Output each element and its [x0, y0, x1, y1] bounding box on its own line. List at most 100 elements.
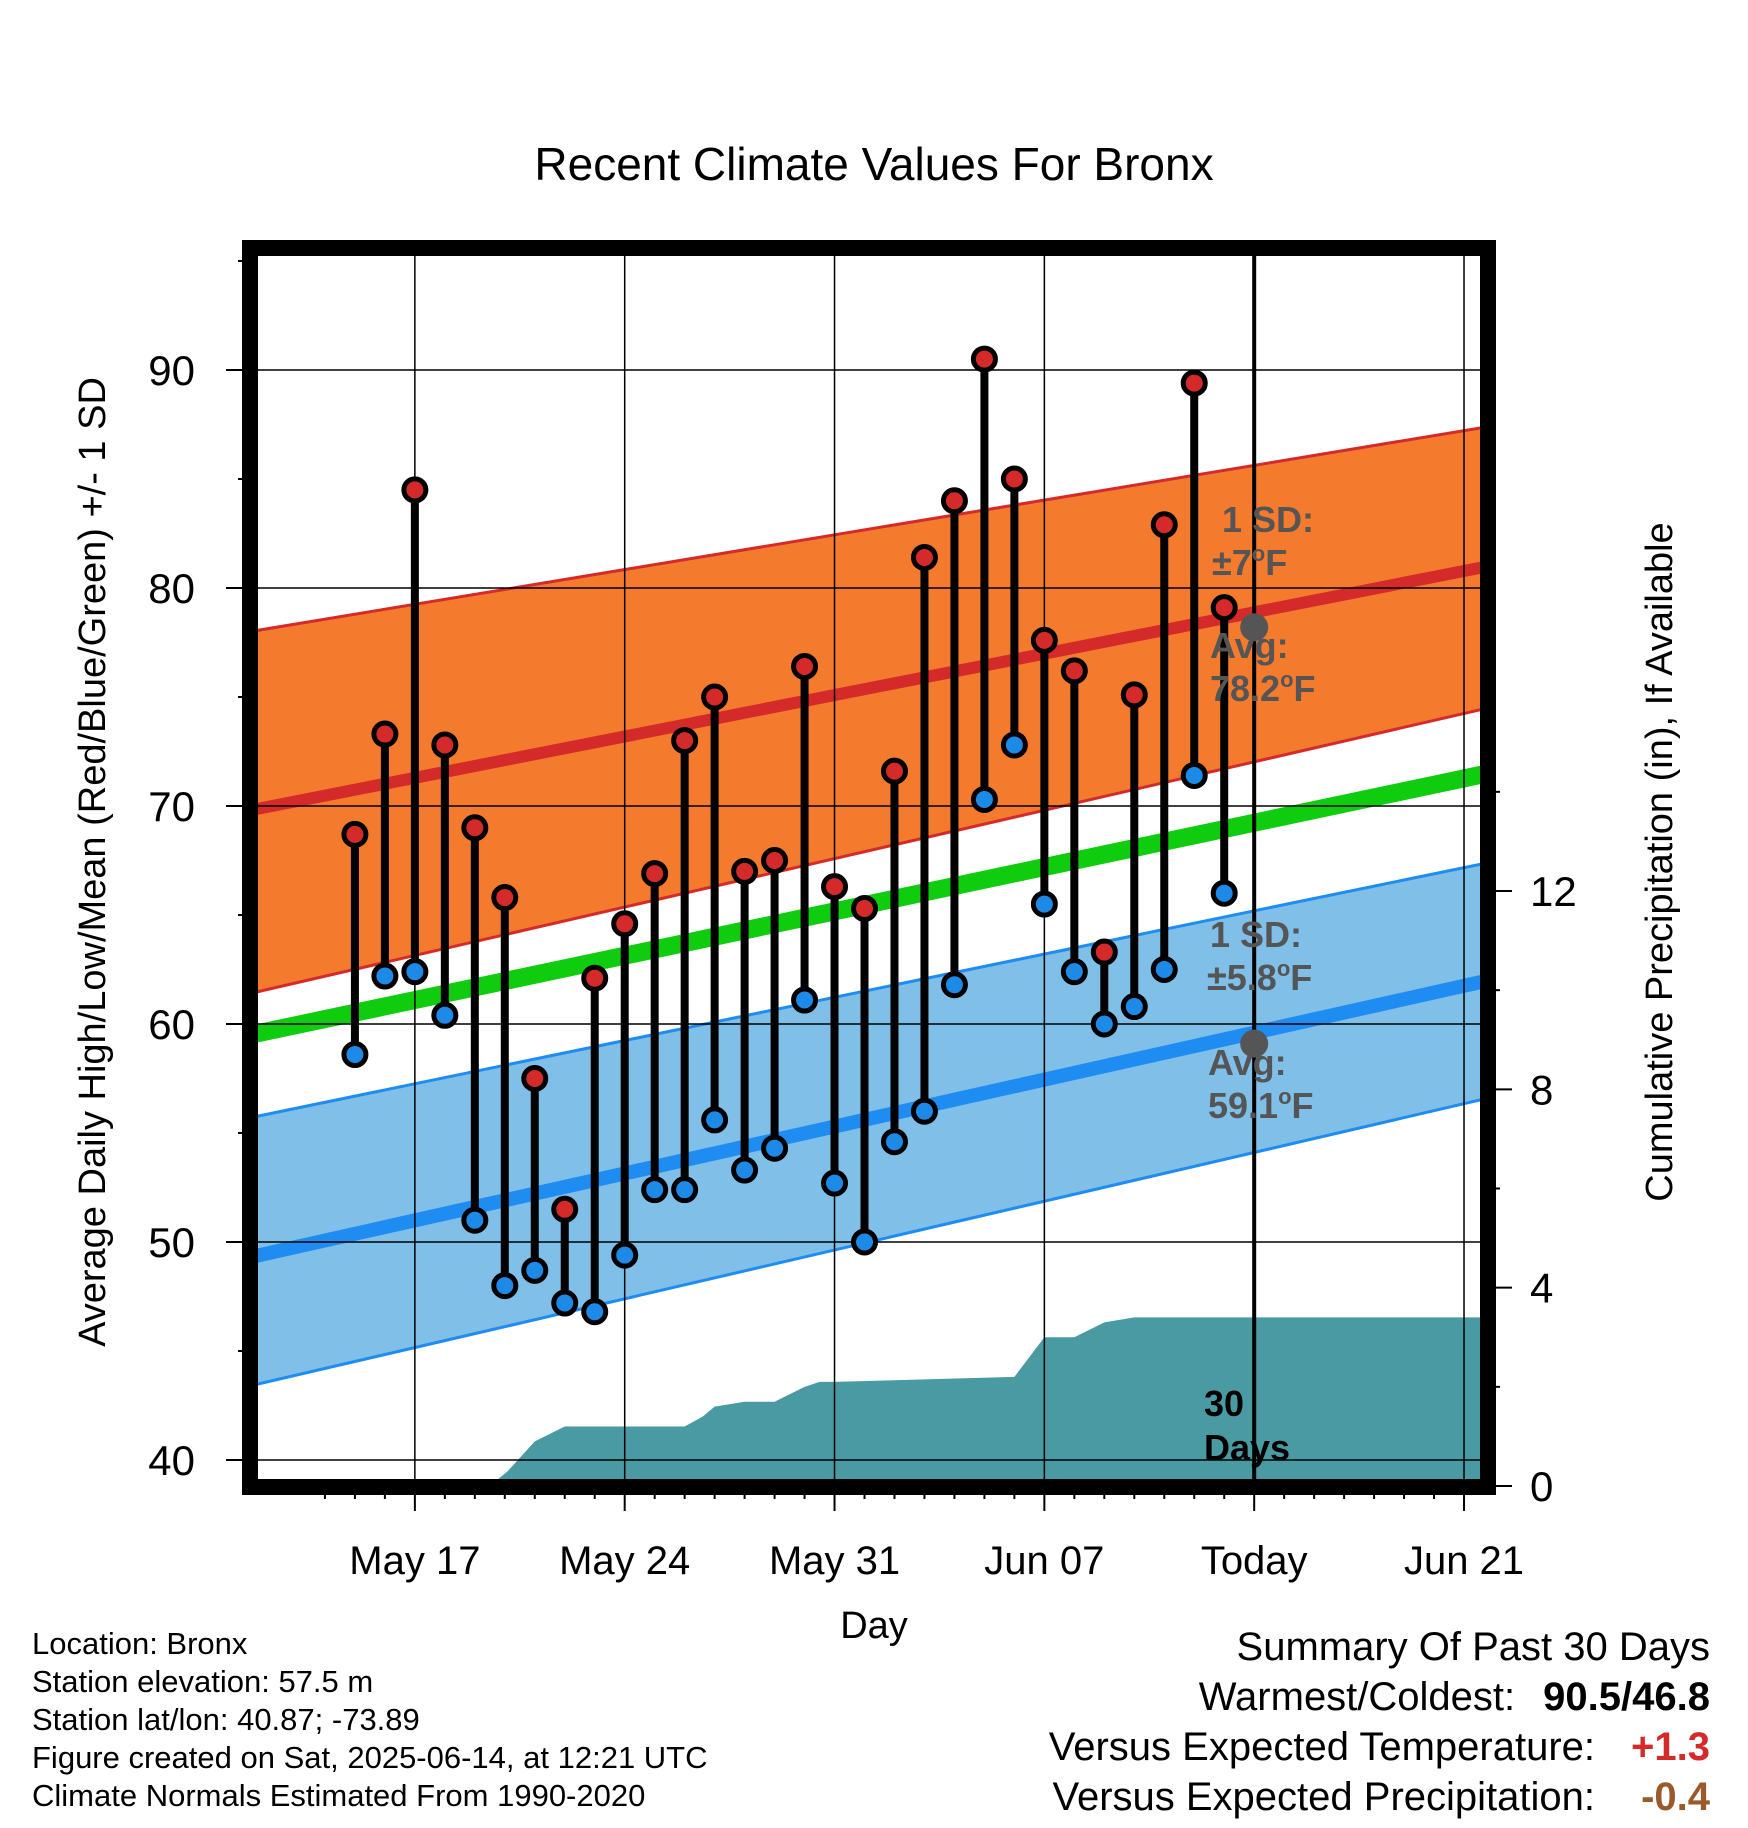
location-text: Location: Bronx: [32, 1626, 248, 1661]
today-low-normal-marker: [1240, 1029, 1269, 1058]
high-temp-point: [1090, 938, 1118, 966]
high-temp-point: [761, 847, 789, 874]
high-temp-point: [521, 1065, 549, 1092]
low-temp-point: [491, 1272, 519, 1300]
high-normal-line: [250, 560, 1488, 817]
low-temp-point: [940, 971, 968, 999]
low-temp-point: [910, 1097, 938, 1125]
low-temp-point: [1090, 1010, 1118, 1038]
x-tick-label: May 17: [349, 1539, 480, 1583]
high-temp-point: [1150, 511, 1178, 539]
low-upper-line: [250, 861, 1488, 1120]
high-temp-point: [880, 757, 908, 785]
high-temp-point: [581, 964, 609, 992]
low-normal-line: [250, 973, 1488, 1265]
low-temp-point: [1030, 890, 1058, 918]
high-temp-point: [821, 873, 849, 901]
x-tick-label: May 24: [559, 1539, 690, 1583]
low-temp-point: [1060, 958, 1088, 986]
low-avg-value: 59.1oF: [1208, 1084, 1314, 1126]
low-temp-point: [880, 1128, 908, 1156]
x-tick-label: Jun 21: [1404, 1539, 1524, 1583]
y2-tick-label: 12: [1530, 868, 1577, 915]
warmest-coldest-label: Warmest/Coldest:: [1198, 1675, 1516, 1719]
low-temp-point: [641, 1176, 669, 1204]
warmest-value: 90.5: [1543, 1675, 1622, 1719]
y-tick-label: 90: [148, 347, 195, 394]
high-temp-point: [940, 487, 968, 515]
high-temp-point: [461, 814, 489, 842]
low-temp-point: [581, 1298, 609, 1326]
high-sd-band: [250, 426, 1488, 994]
high-sd-title: 1 SD:: [1222, 499, 1314, 540]
high-temp-point: [1210, 594, 1238, 622]
high-temp-point: [1030, 626, 1058, 654]
low-temp-point: [671, 1176, 699, 1204]
high-lower-line: [250, 706, 1488, 995]
latlon-text: Station lat/lon: 40.87; -73.89: [32, 1702, 420, 1737]
low-temp-point: [731, 1156, 759, 1184]
temperature-row: Versus Expected Temperature: +1.3: [1049, 1722, 1710, 1772]
low-temp-point: [1120, 993, 1148, 1021]
y-tick-label: 70: [148, 783, 195, 830]
low-temp-point: [551, 1289, 579, 1317]
high-temp-point: [910, 543, 938, 571]
high-avg-value: 78.2oF: [1210, 667, 1316, 709]
today-high-normal-marker: [1240, 613, 1269, 642]
high-temp-point: [341, 820, 369, 848]
low-sd-title: 1 SD:: [1210, 914, 1302, 955]
high-temp-point: [491, 884, 519, 912]
high-upper-line: [250, 425, 1488, 634]
low-temp-point: [431, 1001, 459, 1029]
high-temp-point: [701, 683, 729, 711]
y-axis-label: Average Daily High/Low/Mean (Red/Blue/Gr…: [72, 377, 114, 1347]
high-temp-point: [611, 910, 639, 938]
chart-title: Recent Climate Values For Bronx: [534, 138, 1213, 190]
high-temp-point: [1180, 369, 1208, 397]
y2-tick-label: 8: [1530, 1066, 1553, 1113]
high-sd-value: ±7oF: [1212, 541, 1287, 583]
high-temp-point: [431, 731, 459, 759]
y2-tick-label: 4: [1530, 1265, 1553, 1312]
low-temp-point: [761, 1134, 789, 1162]
low-temp-point: [371, 962, 399, 990]
y-tick-label: 60: [148, 1001, 195, 1048]
high-temp-point: [731, 857, 759, 885]
temperature-anomaly: +1.3: [1631, 1725, 1710, 1769]
x-tick-label: May 31: [769, 1539, 900, 1583]
low-avg-title: Avg:: [1208, 1042, 1287, 1083]
high-temp-point: [851, 894, 879, 922]
low-temp-point: [821, 1169, 849, 1197]
y-tick-label: 40: [148, 1437, 195, 1484]
low-temp-point: [851, 1228, 879, 1256]
coldest-value: 46.8: [1632, 1675, 1710, 1719]
created-text: Figure created on Sat, 2025-06-14, at 12…: [32, 1740, 708, 1775]
low-temp-point: [1000, 731, 1028, 759]
low-temp-point: [611, 1241, 639, 1269]
high-temp-point: [1000, 465, 1028, 493]
slash-text: /: [1621, 1675, 1633, 1719]
temperature-label: Versus Expected Temperature:: [1048, 1725, 1595, 1769]
high-temp-point: [1120, 681, 1148, 709]
summary-panel: Summary Of Past 30 Days Warmest/Coldest:…: [1049, 1622, 1710, 1822]
low-temp-point: [1180, 761, 1208, 789]
y-tick-label: 50: [148, 1219, 195, 1266]
precipitation-label: Versus Expected Precipitation:: [1052, 1775, 1595, 1819]
station-info: Location: Bronx Station elevation: 57.5 …: [32, 1625, 708, 1815]
high-temp-point: [551, 1195, 579, 1223]
precipitation-area: [489, 1317, 1488, 1486]
low-temp-point: [791, 986, 819, 1014]
high-temp-point: [970, 345, 998, 373]
low-temp-point: [1210, 879, 1238, 907]
low-temp-point: [701, 1106, 729, 1134]
elevation-text: Station elevation: 57.5 m: [32, 1664, 374, 1699]
low-sd-value: ±5.8oF: [1207, 956, 1312, 998]
high-temp-point: [1060, 657, 1088, 685]
summary-title: Summary Of Past 30 Days: [1236, 1625, 1710, 1669]
y-tick-label: 80: [148, 565, 195, 612]
low-temp-point: [521, 1256, 549, 1284]
high-temp-point: [641, 860, 669, 888]
